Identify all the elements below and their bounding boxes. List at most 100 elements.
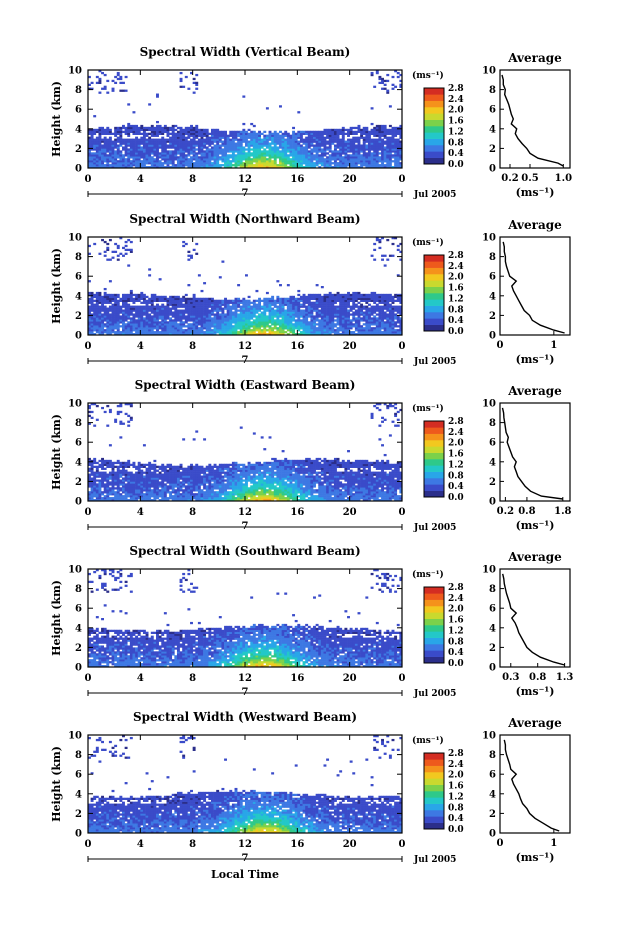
heatmap-cell	[182, 315, 185, 317]
heatmap-cell	[378, 148, 381, 150]
heatmap-cell	[122, 317, 125, 319]
heatmap-cell	[185, 137, 188, 139]
heatmap-cell	[167, 129, 170, 131]
heatmap-cell	[193, 144, 196, 146]
heatmap-cell	[334, 296, 337, 298]
heatmap-cell	[248, 146, 251, 148]
heatmap-cell	[269, 304, 272, 306]
heatmap-cell	[376, 131, 379, 133]
heatmap-cell	[378, 78, 381, 80]
heatmap-cell	[132, 327, 135, 329]
heatmap-cell	[182, 150, 185, 152]
heatmap-cell	[360, 317, 363, 319]
heatmap-cell	[355, 292, 358, 294]
heatmap-cell	[104, 485, 107, 487]
heatmap-cell	[347, 129, 350, 131]
heatmap-cell	[355, 313, 358, 315]
heatmap-cell	[324, 306, 327, 308]
heatmap-cell	[342, 311, 345, 313]
heatmap-cell	[177, 144, 180, 146]
heatmap-cell	[104, 317, 107, 319]
heatmap-cell	[331, 319, 334, 321]
heatmap-cell	[127, 325, 130, 327]
heatmap-cell	[344, 315, 347, 317]
heatmap-cell	[240, 327, 243, 329]
heatmap-cell	[308, 152, 311, 154]
heatmap-cell	[227, 313, 230, 315]
heatmap-cell	[201, 137, 204, 139]
heatmap-cell	[240, 135, 243, 137]
heatmap-cell	[376, 306, 379, 308]
heatmap-cell	[190, 129, 193, 131]
heatmap-cell	[394, 156, 397, 158]
heatmap-cell	[344, 311, 347, 313]
heatmap-cell	[305, 311, 308, 313]
heatmap-cell	[342, 327, 345, 329]
heatmap-cell	[96, 154, 99, 156]
heatmap-cell	[318, 158, 321, 160]
heatmap-cell	[295, 310, 298, 312]
heatmap-cell	[206, 131, 209, 133]
heatmap-cell	[119, 162, 122, 164]
heatmap-cell	[266, 306, 269, 308]
heatmap-cell	[358, 144, 361, 146]
heatmap-cell	[146, 313, 149, 315]
heatmap-cell	[180, 144, 183, 146]
heatmap-cell	[316, 319, 319, 321]
heatmap-cell	[151, 296, 154, 298]
heatmap-cell	[313, 154, 316, 156]
heatmap-cell	[337, 162, 340, 164]
heatmap-cell	[313, 306, 316, 308]
heatmap-cell	[140, 141, 143, 143]
heatmap-cell	[292, 300, 295, 302]
heatmap-cell	[104, 411, 107, 413]
heatmap-cell	[101, 154, 104, 156]
heatmap-cell	[125, 319, 128, 321]
heatmap-cell	[248, 308, 251, 310]
heatmap-cell	[337, 152, 340, 154]
heatmap-cell	[284, 304, 287, 306]
heatmap-cell	[261, 313, 264, 315]
heatmap-cell	[221, 164, 224, 166]
heatmap-cell	[227, 319, 230, 321]
heatmap-cell	[167, 302, 170, 304]
heatmap-cell	[156, 308, 159, 310]
heatmap-cell	[140, 137, 143, 139]
heatmap-cell	[146, 160, 149, 162]
heatmap-cell	[381, 321, 384, 323]
heatmap-cell	[305, 331, 308, 333]
heatmap-cell	[138, 315, 141, 317]
heatmap-cell	[255, 329, 258, 331]
heatmap-cell	[339, 152, 342, 154]
heatmap-cell	[344, 158, 347, 160]
heatmap-cell	[198, 298, 201, 300]
heatmap-cell	[214, 331, 217, 333]
heatmap-cell	[91, 495, 94, 497]
x-tick-label: 8	[189, 174, 196, 185]
heatmap-cell	[96, 323, 99, 325]
heatmap-cell	[392, 317, 395, 319]
heatmap-cell	[355, 300, 358, 302]
heatmap-cell	[310, 137, 313, 139]
heatmap-cell	[91, 302, 94, 304]
heatmap-cell	[235, 315, 238, 317]
heatmap-cell	[324, 158, 327, 160]
heatmap-cell	[255, 141, 258, 143]
heatmap-cell	[289, 311, 292, 313]
heatmap-cell	[250, 302, 253, 304]
heatmap-cell	[208, 160, 211, 162]
heatmap-cell	[98, 135, 101, 137]
heatmap-cell	[269, 315, 272, 317]
heatmap-cell	[389, 131, 392, 133]
heatmap-cell	[316, 143, 319, 145]
heatmap-cell	[365, 135, 368, 137]
heatmap-cell	[98, 481, 101, 483]
heatmap-cell	[146, 325, 149, 327]
heatmap-cell	[376, 323, 379, 325]
heatmap-cell	[365, 298, 368, 300]
heatmap-cell	[352, 311, 355, 313]
heatmap-cell	[358, 298, 361, 300]
heatmap-cell	[334, 329, 337, 331]
heatmap-cell	[167, 150, 170, 152]
heatmap-cell	[284, 141, 287, 143]
